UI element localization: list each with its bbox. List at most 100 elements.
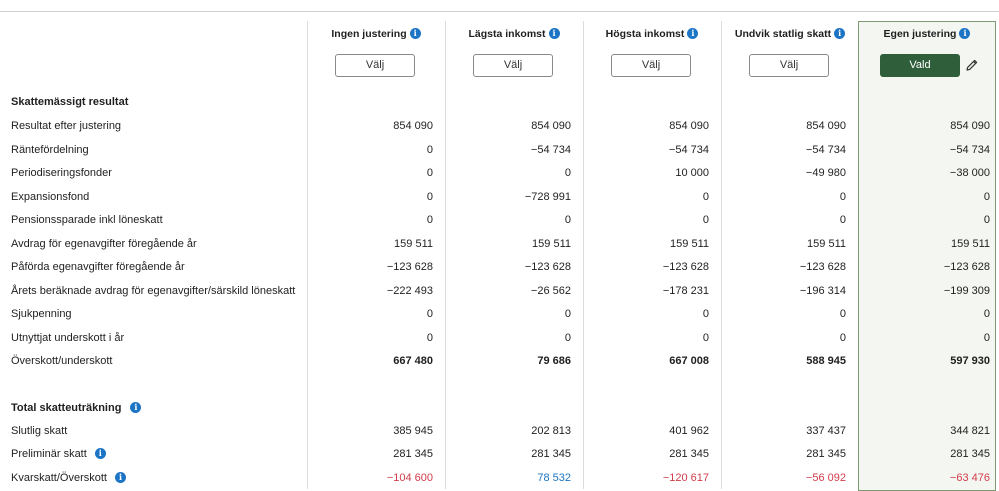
cell-value: 854 090 [393,120,433,132]
cell-value: 0 [426,308,433,320]
cell-value: 159 511 [532,237,571,250]
cell-value: −120 617 [662,471,709,484]
row-label: Kvarskatt/Överskott [11,471,107,484]
cell-value: 337 437 [806,425,846,437]
cell-value: 0 [702,190,709,203]
cell-value: −123 628 [799,261,846,273]
selected-button[interactable]: Vald [880,54,960,77]
pencil-icon[interactable] [965,58,979,72]
top-divider [0,11,999,12]
column-title: Högsta inkomst [605,28,685,40]
cell-value: 0 [564,308,571,320]
row-label: Periodiseringsfonder [11,167,112,179]
cell-value: −104 600 [386,471,433,484]
column-divider [583,21,584,489]
cell-value: −123 628 [386,261,433,273]
cell-value: 159 511 [807,237,846,250]
cell-value: 0 [564,214,571,226]
cell-value: 854 090 [806,120,846,132]
column-header-hogsta-inkomst: Högsta inkomst i Välj [583,28,721,88]
cell-value: 401 962 [669,425,709,437]
table-row: Pensionssparade inkl löneskatt 0 0 0 0 0 [0,214,999,230]
table-row: Slutlig skatt 385 945 202 813 401 962 337 43… [0,425,999,441]
cell-value: 385 945 [393,425,433,437]
section-header: Skattemässigt resultat [0,96,999,112]
table-row: Överskott/underskott 667 480 79 686 667 008… [0,355,999,371]
column-header-ingen-justering: Ingen justering i Välj [307,28,445,88]
info-icon[interactable]: i [959,28,971,39]
cell-value: −199 309 [943,284,990,297]
column-title: Egen justering [883,28,957,40]
cell-value: 0 [702,308,709,320]
cell-value: −56 092 [805,471,846,484]
table-row: Resultat efter justering 854 090 854 090 85… [0,120,999,136]
cell-value: 0 [702,331,709,344]
choose-button[interactable]: Välj [611,54,691,77]
cell-value: 78 532 [537,471,571,484]
info-icon[interactable]: i [834,28,846,39]
info-icon[interactable]: i [130,402,142,413]
table-row: Preliminär skatt i 281 345 281 345 281 345 28… [0,448,999,464]
cell-value: 0 [426,214,433,226]
info-icon[interactable]: i [409,28,421,39]
info-icon[interactable]: i [94,448,106,460]
info-icon[interactable]: i [687,28,699,39]
cell-value: −196 314 [799,284,846,297]
cell-value: 0 [702,214,709,226]
column-title: Ingen justering [331,28,407,40]
row-label: Resultat efter justering [11,120,122,132]
row-label: Årets beräknade avdrag för egenavgifter/… [11,284,296,297]
column-title: Undvik statlig skatt [734,28,832,40]
info-icon[interactable]: i [548,28,560,39]
column-header-undvik-statlig-skatt: Undvik statlig skatt i Välj [721,28,859,88]
table-row: Kvarskatt/Överskott i −104 600 78 532 −120 6… [0,471,999,488]
section-title: Skattemässigt resultat [11,96,129,108]
cell-value: 344 821 [950,425,990,437]
cell-value: 854 090 [531,120,571,132]
table-row: Avdrag för egenavgifter föregående år 159… [0,238,999,254]
row-label: Preliminär skatt [11,448,87,461]
cell-value: 0 [983,308,990,320]
row-label: Avdrag för egenavgifter föregående år [11,237,197,250]
cell-value: 0 [983,331,990,344]
table-row: Utnyttjat underskott i år 0 0 0 0 0 [0,332,999,348]
cell-value: 0 [983,214,990,226]
cell-value: −178 231 [662,284,709,297]
row-label: Påförda egenavgifter föregående år [11,261,185,273]
selected-column-highlight [858,21,996,491]
section-title: Total skatteuträkning [11,402,122,414]
cell-value: −54 734 [949,143,990,156]
cell-value: −54 734 [530,143,571,156]
table-row: Periodiseringsfonder 0 0 10 000 −49 980 −38 0… [0,167,999,183]
row-label: Räntefördelning [11,143,89,156]
cell-value: −49 980 [805,167,846,179]
cell-value: 854 090 [950,120,990,132]
choose-button[interactable]: Välj [335,54,415,77]
info-icon[interactable]: i [114,471,126,483]
cell-value: 79 686 [537,355,571,367]
choose-button[interactable]: Välj [473,54,553,77]
cell-value: −222 493 [386,284,433,297]
choose-button[interactable]: Välj [749,54,829,77]
column-header-lagsta-inkomst: Lägsta inkomst i Välj [445,28,583,88]
column-divider [445,21,446,489]
column-divider [307,21,308,489]
cell-value: 0 [839,190,846,203]
cell-value: 0 [983,190,990,203]
cell-value: −123 628 [524,261,571,273]
column-divider [721,21,722,489]
cell-value: 10 000 [675,167,709,179]
cell-value: 0 [839,214,846,226]
cell-value: 281 345 [393,448,433,461]
cell-value: 281 345 [669,448,709,461]
column-header-egen-justering: Egen justering i Vald [858,28,996,88]
cell-value: 281 345 [531,448,571,461]
cell-value: 0 [426,167,433,179]
cell-value: −26 562 [530,284,571,297]
cell-value: −63 476 [949,471,990,484]
row-label: Sjukpenning [11,308,72,320]
cell-value: 597 930 [950,355,990,367]
cell-value: 159 511 [951,237,990,250]
table-row: Påförda egenavgifter föregående år −123 6… [0,261,999,277]
cell-value: 0 [426,143,433,156]
